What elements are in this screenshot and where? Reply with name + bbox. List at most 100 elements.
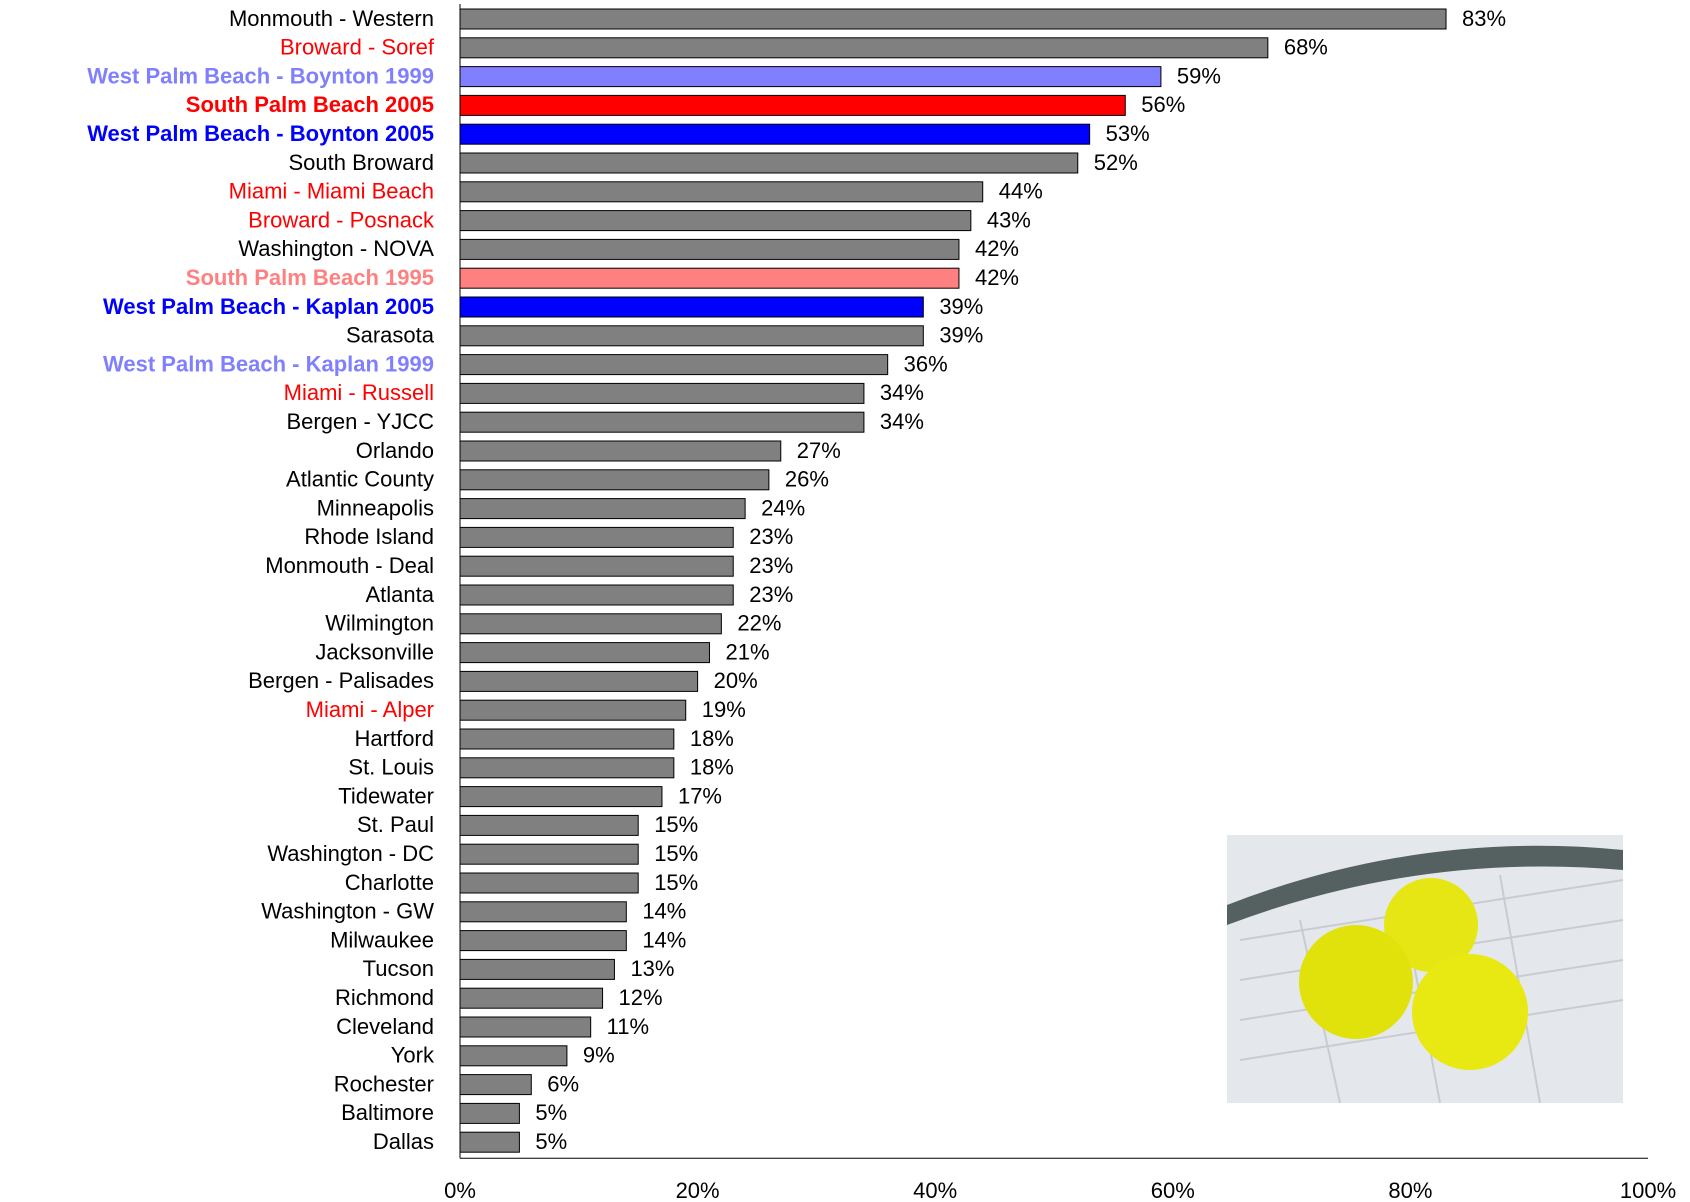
bar	[459, 440, 782, 462]
category-label: Monmouth - Deal	[265, 553, 434, 578]
value-label: 59%	[1177, 63, 1221, 88]
bar	[459, 411, 865, 433]
value-label: 44%	[999, 179, 1043, 204]
category-label: Broward - Soref	[280, 35, 435, 60]
value-label: 34%	[880, 409, 924, 434]
value-label: 56%	[1141, 92, 1185, 117]
x-tick-label: 20%	[676, 1178, 720, 1202]
bar	[459, 699, 687, 721]
bar	[459, 613, 722, 635]
bar	[459, 526, 734, 548]
bar	[459, 1074, 532, 1096]
bar	[459, 642, 710, 664]
category-label: Washington - GW	[261, 899, 434, 924]
x-tick-label: 40%	[913, 1178, 957, 1202]
bar	[459, 325, 924, 347]
tennis-ball	[1412, 954, 1528, 1070]
tennis-ball	[1299, 925, 1413, 1039]
category-label: Bergen - Palisades	[248, 668, 434, 693]
value-label: 20%	[714, 668, 758, 693]
value-label: 42%	[975, 265, 1019, 290]
bar	[459, 555, 734, 577]
x-tick-label: 0%	[444, 1178, 476, 1202]
value-label: 19%	[702, 697, 746, 722]
category-label: West Palm Beach - Kaplan 2005	[103, 294, 434, 319]
category-label: Atlantic County	[286, 467, 434, 492]
bar	[459, 66, 1162, 88]
value-label: 24%	[761, 495, 805, 520]
value-label: 23%	[749, 524, 793, 549]
bar	[459, 814, 639, 836]
value-label: 27%	[797, 438, 841, 463]
value-label: 6%	[547, 1071, 579, 1096]
value-label: 14%	[642, 899, 686, 924]
category-label: Orlando	[356, 438, 434, 463]
x-tick-label: 100%	[1620, 1178, 1676, 1202]
category-label: York	[391, 1043, 435, 1068]
category-label: Milwaukee	[330, 927, 434, 952]
category-label: St. Louis	[348, 755, 434, 780]
value-label: 23%	[749, 582, 793, 607]
bar	[459, 1131, 520, 1153]
bar	[459, 152, 1079, 174]
bar	[459, 94, 1126, 116]
value-label: 22%	[737, 611, 781, 636]
value-label: 18%	[690, 726, 734, 751]
value-label: 39%	[939, 294, 983, 319]
bar	[459, 670, 699, 692]
category-label: Cleveland	[336, 1014, 434, 1039]
category-label: Atlanta	[366, 582, 435, 607]
bar	[459, 901, 627, 923]
bar	[459, 728, 675, 750]
category-label: Wilmington	[325, 611, 434, 636]
value-label: 26%	[785, 467, 829, 492]
value-label: 15%	[654, 812, 698, 837]
value-label: 42%	[975, 236, 1019, 261]
category-label: Tidewater	[338, 783, 434, 808]
tennis-photo	[1227, 835, 1624, 1104]
bar	[459, 238, 960, 260]
bar	[459, 1016, 592, 1038]
category-label: South Broward	[288, 150, 434, 175]
category-label: West Palm Beach - Kaplan 1999	[103, 351, 434, 376]
category-label: Minneapolis	[317, 495, 434, 520]
category-label: Rhode Island	[304, 524, 434, 549]
value-label: 68%	[1284, 35, 1328, 60]
racket-frame	[1227, 845, 1623, 925]
bar	[459, 382, 865, 404]
category-label: West Palm Beach - Boynton 2005	[87, 121, 434, 146]
value-label: 9%	[583, 1043, 615, 1068]
value-label: 43%	[987, 207, 1031, 232]
category-label: Rochester	[334, 1071, 434, 1096]
value-label: 83%	[1462, 6, 1506, 31]
category-label: Richmond	[335, 985, 434, 1010]
bar	[459, 872, 639, 894]
category-label: Charlotte	[345, 870, 434, 895]
value-label: 15%	[654, 841, 698, 866]
bar	[459, 1045, 568, 1067]
category-label: St. Paul	[357, 812, 434, 837]
value-label: 17%	[678, 783, 722, 808]
category-label: Washington - NOVA	[238, 236, 434, 261]
category-label: Tucson	[363, 956, 434, 981]
category-label: Monmouth - Western	[229, 6, 434, 31]
x-tick-label: 60%	[1151, 1178, 1195, 1202]
value-label: 12%	[619, 985, 663, 1010]
category-label: Miami - Russell	[284, 380, 434, 405]
category-label: Bergen - YJCC	[286, 409, 434, 434]
bar	[459, 296, 924, 318]
value-label: 23%	[749, 553, 793, 578]
bar	[459, 757, 675, 779]
value-label: 5%	[535, 1129, 567, 1154]
bar	[459, 584, 734, 606]
category-label: Jacksonville	[315, 639, 434, 664]
category-label: Washington - DC	[267, 841, 434, 866]
tennis-ball	[1384, 878, 1478, 972]
bar	[459, 930, 627, 952]
value-label: 5%	[535, 1100, 567, 1125]
bar	[459, 469, 770, 491]
category-label: Sarasota	[346, 323, 435, 348]
bar	[459, 1102, 520, 1124]
value-label: 18%	[690, 755, 734, 780]
